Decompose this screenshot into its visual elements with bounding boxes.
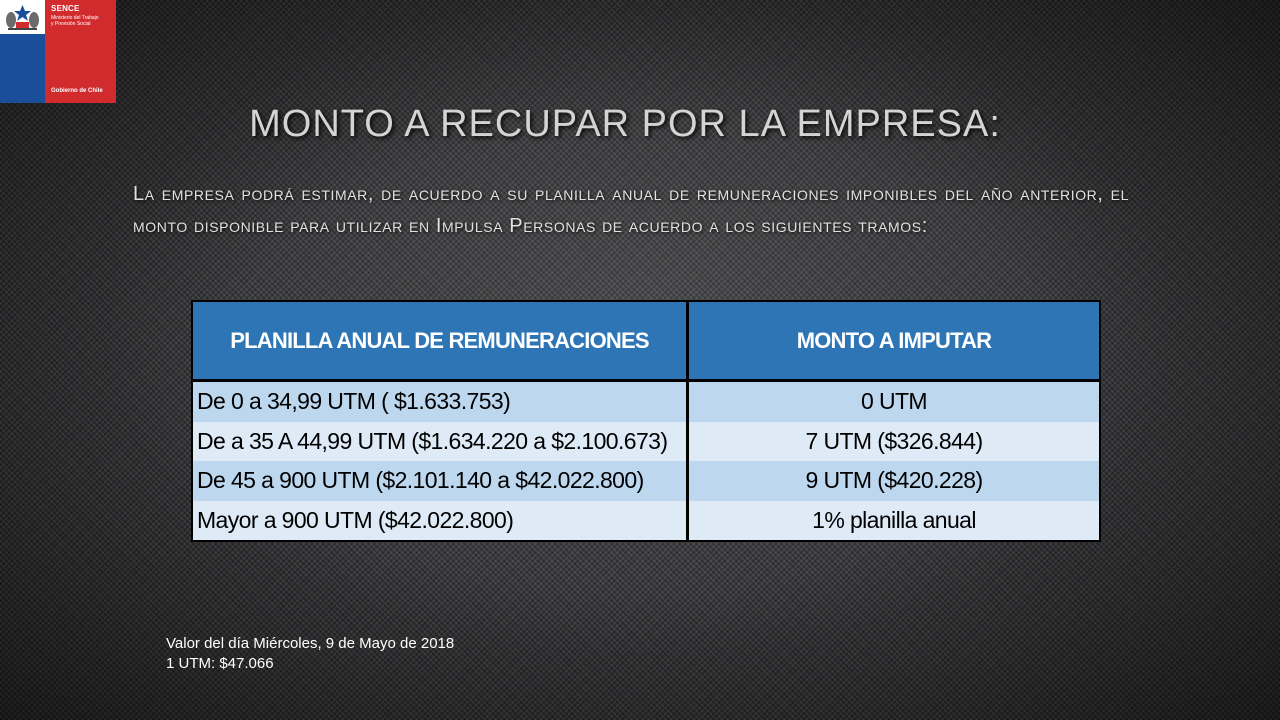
slide-paragraph: La empresa podrá estimar, de acuerdo a s…: [133, 183, 1129, 237]
logo-brand: SENCE: [51, 4, 80, 13]
logo-ministry: Ministerio del Trabajo y Previsión Socia…: [51, 15, 113, 27]
table-cell-monto: 7 UTM ($326.844): [689, 421, 1099, 461]
header-cell-planilla: PLANILLA ANUAL DE REMUNERACIONES: [193, 302, 689, 382]
table-cell-planilla: De 45 a 900 UTM ($2.101.140 a $42.022.80…: [193, 461, 689, 501]
logo-ministry-line1: Ministerio del Trabajo: [51, 15, 99, 21]
sence-logo: SENCE Ministerio del Trabajo y Previsión…: [0, 0, 116, 103]
footer-utm-value: 1 UTM: $47.066: [166, 655, 274, 672]
table-cell-planilla: Mayor a 900 UTM ($42.022.800): [193, 500, 689, 540]
footer-note: Valor del día Miércoles, 9 de Mayo de 20…: [166, 634, 454, 674]
logo-ministry-line2: y Previsión Social: [51, 21, 91, 27]
table-cell-planilla: De a 35 A 44,99 UTM ($1.634.220 a $2.100…: [193, 421, 689, 461]
header-cell-monto: MONTO A IMPUTAR: [689, 302, 1099, 382]
table-cell-monto: 0 UTM: [689, 382, 1099, 422]
table-row: De 45 a 900 UTM ($2.101.140 a $42.022.80…: [193, 461, 1099, 501]
table-row: Mayor a 900 UTM ($42.022.800) 1% planill…: [193, 500, 1099, 540]
slide-title: MONTO A RECUPAR POR LA EMPRESA:: [249, 103, 1001, 145]
coat-of-arms-icon: [6, 5, 39, 30]
table-cell-monto: 1% planilla anual: [689, 500, 1099, 540]
tramos-table: PLANILLA ANUAL DE REMUNERACIONES MONTO A…: [191, 300, 1101, 542]
logo-red-field: [45, 0, 116, 103]
table-header-row: PLANILLA ANUAL DE REMUNERACIONES MONTO A…: [193, 302, 1099, 382]
table-row: De a 35 A 44,99 UTM ($1.634.220 a $2.100…: [193, 421, 1099, 461]
table-row: De 0 a 34,99 UTM ( $1.633.753) 0 UTM: [193, 382, 1099, 422]
footer-date: Valor del día Miércoles, 9 de Mayo de 20…: [166, 635, 455, 652]
logo-government: Gobierno de Chile: [51, 88, 103, 94]
table-cell-monto: 9 UTM ($420.228): [689, 461, 1099, 501]
table-cell-planilla: De 0 a 34,99 UTM ( $1.633.753): [193, 382, 689, 422]
